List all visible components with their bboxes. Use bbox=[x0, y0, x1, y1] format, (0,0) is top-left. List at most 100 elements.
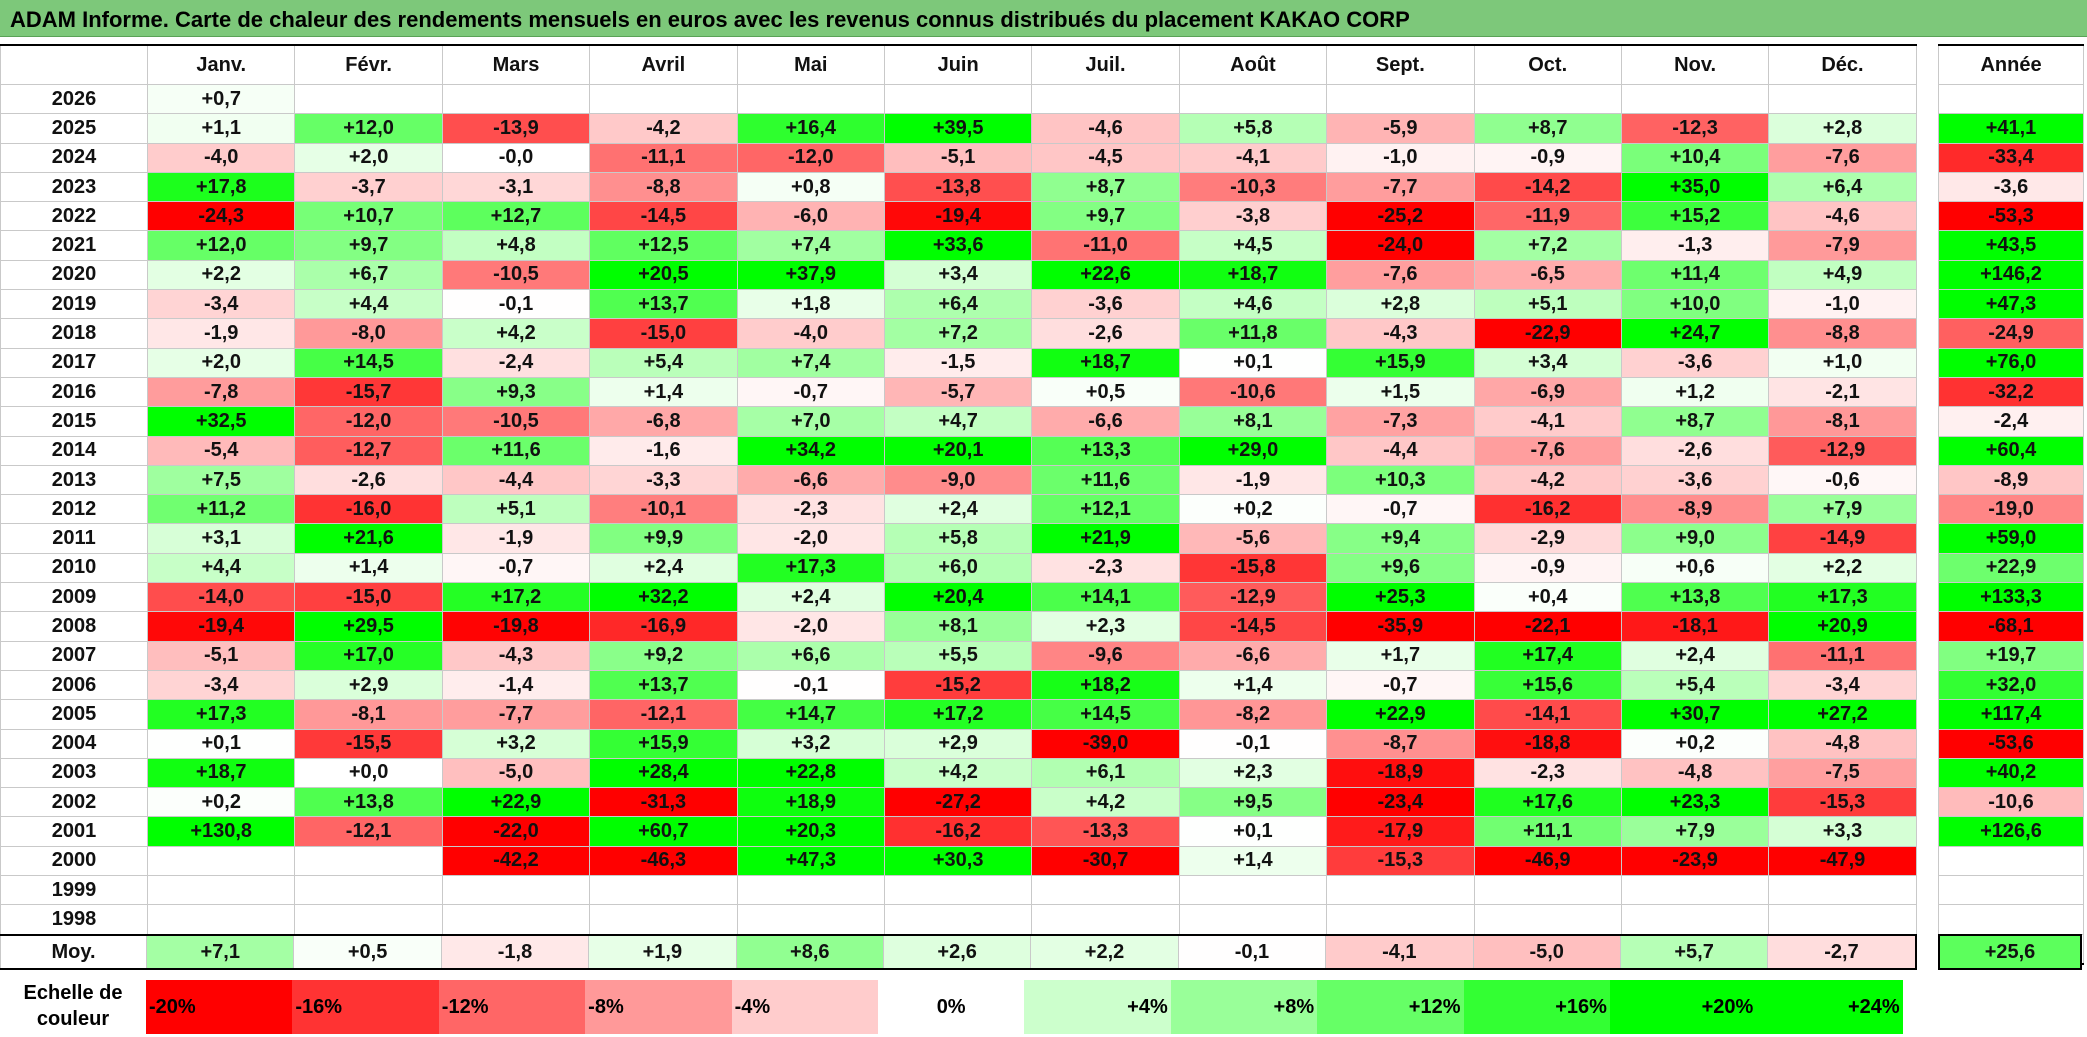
annual-row: +133,3 bbox=[1938, 582, 2084, 613]
month-return-cell: -24,3 bbox=[146, 201, 296, 232]
month-return-cell: -47,9 bbox=[1768, 845, 1917, 877]
month-return-cell bbox=[1620, 83, 1770, 115]
year-label: 2022 bbox=[0, 201, 148, 232]
month-return-cell: -15,0 bbox=[589, 318, 738, 349]
month-return-cell: +22,8 bbox=[736, 757, 885, 789]
month-return-cell: +17,3 bbox=[736, 552, 885, 584]
table-row: 2024 -4,0 +2,0 -0,0 -11,1 -12,0 -5,1 -4,5 -4,1 -1… bbox=[0, 142, 1917, 173]
month-return-cell: -2,6 bbox=[294, 464, 443, 496]
year-label: 2011 bbox=[0, 523, 148, 554]
month-return-cell: -15,5 bbox=[294, 728, 443, 759]
month-return-cell: +35,0 bbox=[1620, 171, 1770, 203]
average-return-cell: +0,5 bbox=[293, 934, 442, 970]
month-return-cell: -6,6 bbox=[1031, 406, 1180, 437]
table-row: 2019 -3,4 +4,4 -0,1 +13,7 +1,8 +6,4 -3,6 +4,6 +2,… bbox=[0, 289, 1917, 320]
month-return-cell: -2,0 bbox=[736, 611, 885, 642]
annual-return-cell: +60,4 bbox=[1938, 435, 2084, 466]
month-return-cell: +18,7 bbox=[146, 757, 296, 789]
month-return-cell bbox=[883, 875, 1033, 906]
month-return-cell: +11,2 bbox=[146, 494, 296, 525]
average-return-cell: +2,6 bbox=[882, 934, 1032, 970]
month-return-cell: +3,4 bbox=[1473, 347, 1622, 378]
month-return-cell: +3,2 bbox=[736, 728, 885, 759]
month-return-cell: -7,3 bbox=[1326, 406, 1475, 437]
month-return-cell: -12,3 bbox=[1620, 113, 1770, 144]
month-return-cell: -12,7 bbox=[294, 435, 443, 466]
month-return-cell: -10,6 bbox=[1178, 376, 1328, 408]
month-return-cell: -22,0 bbox=[441, 816, 591, 847]
month-return-cell: -7,7 bbox=[441, 699, 591, 730]
month-return-cell: +1,4 bbox=[1178, 669, 1328, 701]
month-return-cell bbox=[1473, 83, 1622, 115]
annual-row: +60,4 bbox=[1938, 435, 2084, 466]
month-return-cell: -3,6 bbox=[1031, 289, 1180, 320]
month-return-cell: +4,6 bbox=[1178, 289, 1328, 320]
month-return-cell: +2,4 bbox=[736, 582, 885, 613]
month-return-cell: -0,9 bbox=[1473, 552, 1622, 584]
month-return-cell: +0,1 bbox=[1178, 816, 1328, 847]
month-return-cell: +3,3 bbox=[1768, 816, 1917, 847]
month-return-cell: -15,3 bbox=[1326, 845, 1475, 877]
month-return-cell bbox=[146, 875, 296, 906]
month-return-cell: +4,2 bbox=[1031, 787, 1180, 818]
month-return-cell: -9,6 bbox=[1031, 640, 1180, 671]
year-label: 2007 bbox=[0, 640, 148, 671]
month-return-cell: +10,0 bbox=[1620, 289, 1770, 320]
color-scale-swatch: +24% bbox=[1756, 980, 1903, 1034]
month-return-cell: -4,3 bbox=[441, 640, 591, 671]
month-return-cell: +6,7 bbox=[294, 259, 443, 291]
month-return-cell bbox=[1473, 904, 1622, 935]
month-return-cell bbox=[146, 845, 296, 877]
month-return-cell: +15,2 bbox=[1620, 201, 1770, 232]
month-return-cell: -1,6 bbox=[589, 435, 738, 466]
monthly-heatmap: Janv. Févr. Mars Avril Mai Juin Juil. Août Sept.… bbox=[0, 44, 1917, 965]
month-return-cell: +60,7 bbox=[589, 816, 738, 847]
annual-row: -53,6 bbox=[1938, 728, 2084, 759]
year-label: 2024 bbox=[0, 142, 148, 173]
month-return-cell: -12,9 bbox=[1768, 435, 1917, 466]
year-label: 2026 bbox=[0, 83, 148, 115]
month-return-cell: +5,1 bbox=[1473, 289, 1622, 320]
year-label: 1998 bbox=[0, 904, 148, 935]
annual-average-cell: +25,6 bbox=[1938, 934, 2082, 970]
month-return-cell: +17,4 bbox=[1473, 640, 1622, 671]
month-return-cell: -13,3 bbox=[1031, 816, 1180, 847]
annual-row: -33,4 bbox=[1938, 142, 2084, 173]
month-return-cell: -3,6 bbox=[1620, 347, 1770, 378]
month-return-cell: +25,3 bbox=[1326, 582, 1475, 613]
month-return-cell: -8,8 bbox=[1768, 318, 1917, 349]
month-return-cell: -7,6 bbox=[1768, 142, 1917, 173]
year-label: 2025 bbox=[0, 113, 148, 144]
month-return-cell: +13,7 bbox=[589, 669, 738, 701]
month-return-cell: +47,3 bbox=[736, 845, 885, 877]
month-return-cell: +11,6 bbox=[1031, 464, 1180, 496]
annual-return-cell: -8,9 bbox=[1938, 464, 2084, 496]
month-return-cell: +9,2 bbox=[589, 640, 738, 671]
month-return-cell: +7,4 bbox=[736, 347, 885, 378]
color-scale-swatch: +20% bbox=[1609, 980, 1757, 1034]
month-return-cell: +1,8 bbox=[736, 289, 885, 320]
month-return-cell: +17,2 bbox=[441, 582, 591, 613]
month-return-cell: +6,1 bbox=[1031, 757, 1180, 789]
month-return-cell: -3,3 bbox=[589, 464, 738, 496]
month-return-cell: +0,6 bbox=[1620, 552, 1770, 584]
annual-row: -3,6 bbox=[1938, 171, 2084, 203]
average-return-cell: +1,9 bbox=[588, 934, 737, 970]
month-return-cell: +6,4 bbox=[1768, 171, 1917, 203]
month-return-cell: -7,8 bbox=[146, 376, 296, 408]
month-return-cell: +13,3 bbox=[1031, 435, 1180, 466]
month-return-cell: +1,4 bbox=[294, 552, 443, 584]
month-return-cell: -4,6 bbox=[1768, 201, 1917, 232]
month-return-cell: -11,1 bbox=[589, 142, 738, 173]
annual-return-cell: +117,4 bbox=[1938, 699, 2084, 730]
color-scale-swatch: -4% bbox=[731, 980, 878, 1034]
month-return-cell: +12,0 bbox=[294, 113, 443, 144]
average-return-cell: -2,7 bbox=[1767, 934, 1917, 970]
annual-row: +22,9 bbox=[1938, 552, 2084, 584]
month-return-cell: -1,0 bbox=[1326, 142, 1475, 173]
month-return-cell: -4,0 bbox=[146, 142, 296, 173]
month-return-cell: +18,9 bbox=[736, 787, 885, 818]
month-return-cell: +7,2 bbox=[1473, 230, 1622, 261]
month-return-cell: +16,4 bbox=[736, 113, 885, 144]
month-return-cell: +27,2 bbox=[1768, 699, 1917, 730]
